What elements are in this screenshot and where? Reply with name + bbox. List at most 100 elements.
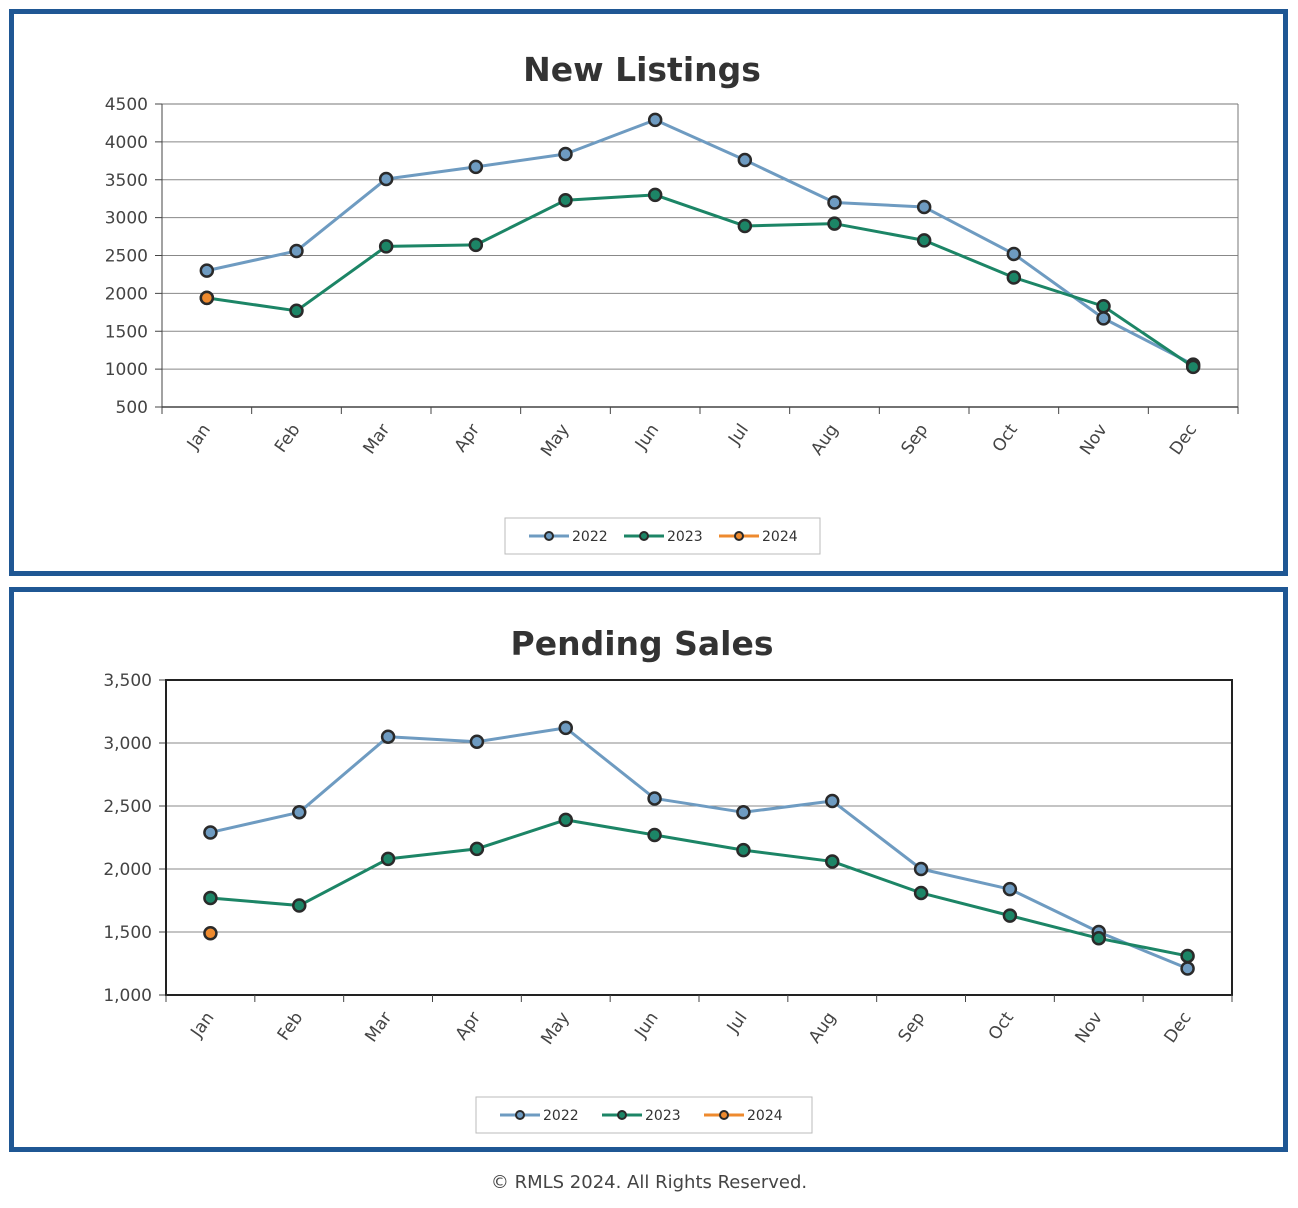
data-point-2023 <box>916 233 932 248</box>
x-tick-label: Dec <box>1166 420 1201 458</box>
legend-swatch-marker <box>617 1110 627 1120</box>
data-point-2023 <box>825 854 840 869</box>
data-point-2022 <box>825 793 840 809</box>
x-tick-label: May <box>537 1008 574 1048</box>
data-point-2023 <box>1002 908 1018 923</box>
y-tick-label: 1,500 <box>103 923 152 943</box>
x-tick-label: Jun <box>631 420 663 454</box>
data-point-2023 <box>1091 931 1106 946</box>
x-tick-label: Dec <box>1160 1008 1195 1046</box>
x-tick-label: Jan <box>187 1008 219 1042</box>
legend-label: 2023 <box>667 529 703 545</box>
data-point-2022 <box>380 729 396 744</box>
data-point-2023 <box>289 303 304 319</box>
data-point-2023 <box>737 218 753 234</box>
data-point-2022 <box>1180 961 1195 976</box>
data-point-2023 <box>203 890 218 906</box>
x-tick-label: May <box>537 420 574 460</box>
new-listings-chart-panel: New Listings 4500 4000 3500 3000 2500 2000 1500… <box>9 9 1288 576</box>
x-tick-label: Apr <box>452 1008 485 1044</box>
data-point-2023 <box>1096 299 1111 314</box>
legend-swatch-marker <box>515 1110 525 1120</box>
x-tick-label: Feb <box>271 420 305 456</box>
series-line-2022 <box>210 726 1189 970</box>
y-tick-label: 2000 <box>105 284 148 304</box>
x-tick-label: Jan <box>183 420 215 454</box>
data-point-2023 <box>469 841 485 857</box>
pending-sales-chart: Pending Sales 3,500 3,000 2,500 2,000 1,500 1,… <box>103 624 1233 1134</box>
x-tick-label: Jun <box>630 1008 662 1042</box>
data-point-2023 <box>558 192 573 208</box>
series-line-2023 <box>206 193 1195 369</box>
data-point-2022 <box>737 152 753 168</box>
legend-label: 2024 <box>747 1108 783 1124</box>
legend-label: 2023 <box>645 1108 681 1124</box>
x-tick-label: Feb <box>274 1008 308 1044</box>
x-tick-label: Aug <box>805 1008 840 1047</box>
data-point-2022 <box>468 159 484 175</box>
y-tick-label: 500 <box>116 398 148 418</box>
data-point-2023 <box>647 187 663 203</box>
data-point-2023 <box>378 239 394 254</box>
copyright-footer: © RMLS 2024. All Rights Reserved. <box>490 1172 808 1193</box>
data-point-2023 <box>827 216 842 231</box>
y-tick-label: 3,000 <box>103 734 152 754</box>
x-tick-label: Nov <box>1076 420 1111 459</box>
data-point-2023 <box>1185 359 1201 375</box>
x-tick-label: Oct <box>989 420 1022 456</box>
chart-title: Pending Sales <box>511 624 774 663</box>
legend-swatch-marker <box>639 531 649 541</box>
data-point-2022 <box>1002 881 1018 897</box>
x-tick-label: Sep <box>897 420 932 458</box>
data-point-2023 <box>647 827 662 843</box>
x-tick-label: Sep <box>894 1008 929 1046</box>
data-point-2022 <box>558 146 573 162</box>
pending-sales-chart-panel: Pending Sales 3,500 3,000 2,500 2,000 1,500 1,… <box>9 587 1288 1152</box>
data-point-2022 <box>827 195 842 210</box>
chart-title: New Listings <box>523 50 761 89</box>
data-point-2022 <box>199 263 215 278</box>
data-point-2022 <box>378 171 394 187</box>
legend-label: 2022 <box>543 1108 579 1124</box>
data-point-2023 <box>558 812 573 828</box>
data-point-2022 <box>647 791 662 806</box>
y-tick-label: 3,500 <box>103 671 152 691</box>
y-tick-label: 1,000 <box>103 986 152 1006</box>
series-line-2023 <box>210 818 1188 958</box>
x-tick-label: Mar <box>361 1008 396 1046</box>
legend-swatch-marker <box>719 1110 729 1120</box>
data-point-2023 <box>1180 948 1195 964</box>
y-tick-label: 2500 <box>105 247 148 267</box>
data-point-2023 <box>1006 270 1022 285</box>
x-tick-label: Nov <box>1071 1008 1106 1047</box>
data-point-2022 <box>203 825 218 840</box>
y-tick-label: 2,500 <box>103 797 152 817</box>
plot-frame <box>165 679 1233 996</box>
data-point-2024 <box>199 290 215 306</box>
data-point-2022 <box>916 199 932 215</box>
y-tick-label: 4500 <box>105 95 148 115</box>
legend-swatch-marker <box>544 531 554 541</box>
data-point-2023 <box>913 885 929 901</box>
x-tick-label: Apr <box>451 420 484 456</box>
data-point-2022 <box>1096 311 1111 326</box>
y-tick-label: 1500 <box>105 322 148 342</box>
data-point-2023 <box>736 842 751 858</box>
y-tick-label: 2,000 <box>103 860 152 880</box>
x-tick-label: Oct <box>985 1008 1018 1044</box>
y-tick-label: 4000 <box>105 133 148 153</box>
data-point-2022 <box>292 805 307 820</box>
data-point-2022 <box>1006 246 1022 262</box>
y-tick-label: 1000 <box>105 360 148 380</box>
data-point-2022 <box>913 861 929 877</box>
data-point-2022 <box>289 243 304 259</box>
data-point-2023 <box>292 898 307 913</box>
legend-label: 2022 <box>572 529 608 545</box>
legend-swatch-marker <box>734 531 744 541</box>
data-point-2022 <box>647 112 663 128</box>
data-point-2023 <box>468 237 484 253</box>
x-tick-label: Jul <box>723 1008 752 1037</box>
data-point-2022 <box>558 720 573 736</box>
series-line-2022 <box>206 118 1194 366</box>
y-tick-label: 3000 <box>105 209 148 229</box>
